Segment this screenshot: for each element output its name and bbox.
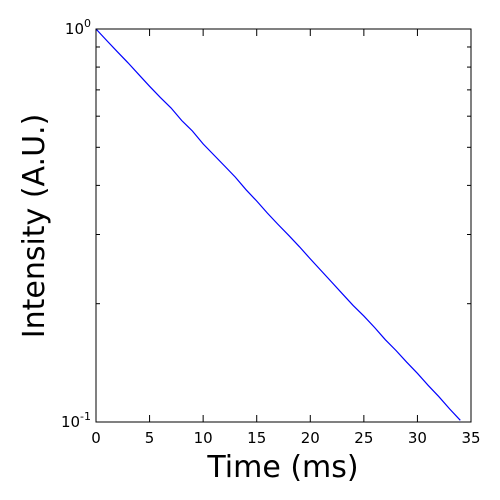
- plot-background: [96, 29, 471, 422]
- series-line: [95, 28, 461, 421]
- y-axis-title: Intensity (A.U.): [17, 114, 52, 339]
- y-tick-label: 10-1: [61, 410, 91, 431]
- x-tick-label: 35: [461, 429, 480, 447]
- x-axis-title: Time (ms): [206, 450, 358, 485]
- x-tick-label: 20: [301, 429, 320, 447]
- tick-labels: 0 5 10 15 20 25 30 35 100 10-1: [61, 17, 481, 447]
- x-tick-label: 5: [145, 429, 155, 447]
- x-tick-label: 10: [194, 429, 213, 447]
- plot-frame: [95, 28, 472, 423]
- axis-ticks: [95, 28, 472, 423]
- x-tick-label: 25: [354, 429, 373, 447]
- x-tick-label: 0: [91, 429, 101, 447]
- series-group: [95, 28, 461, 421]
- x-tick-label: 30: [408, 429, 427, 447]
- y-tick-label: 100: [65, 17, 91, 38]
- x-tick-label: 15: [247, 429, 266, 447]
